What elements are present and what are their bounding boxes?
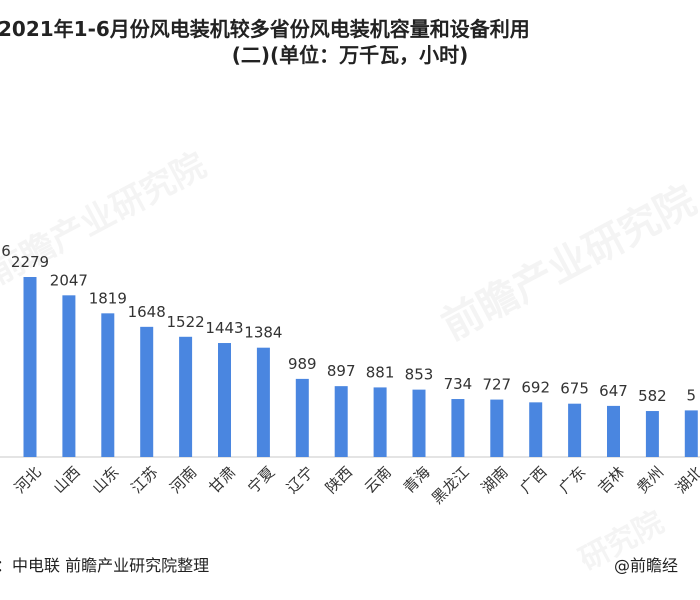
category-label-黑龙江: 黑龙江 (428, 463, 473, 508)
value-label-湖北: 5 (687, 386, 697, 404)
bar-陕西 (334, 386, 348, 457)
value-label-河北: 2279 (11, 253, 49, 271)
value-label-广东: 675 (560, 380, 589, 398)
partial-value-label: 6 (1, 242, 11, 260)
bar-黑龙江 (451, 399, 465, 457)
bar-吉林 (607, 405, 620, 457)
category-label-河北: 河北 (11, 463, 45, 497)
value-label-甘肃: 1443 (205, 319, 243, 337)
value-label-青海: 853 (405, 366, 434, 384)
category-label-宁夏: 宁夏 (244, 463, 278, 497)
bar-广西 (529, 402, 543, 457)
value-label-陕西: 897 (327, 362, 356, 380)
chart-title-line2: (二)(单位：万千瓦，小时) (231, 43, 469, 67)
value-label-湖南: 727 (482, 376, 511, 394)
bar-山东 (101, 313, 115, 457)
category-label-广东: 广东 (555, 463, 589, 497)
category-label-湖北: 湖北 (672, 463, 700, 497)
category-label-青海: 青海 (400, 463, 434, 497)
bar-云南 (373, 387, 387, 457)
value-label-吉林: 647 (599, 382, 628, 400)
category-label-甘肃: 甘肃 (205, 463, 239, 497)
bar-辽宁 (295, 378, 309, 457)
category-label-河南: 河南 (166, 463, 200, 497)
bar-江苏 (140, 326, 154, 457)
value-label-广西: 692 (521, 378, 550, 396)
category-label-吉林: 吉林 (594, 463, 628, 497)
bar-山西 (62, 295, 76, 457)
category-label-辽宁: 辽宁 (283, 463, 317, 497)
bar-广东 (568, 403, 582, 457)
category-label-湖南: 湖南 (478, 463, 512, 497)
value-label-山西: 2047 (50, 271, 88, 289)
category-label-山东: 山东 (89, 463, 123, 497)
bar-青海 (412, 389, 426, 457)
category-label-广西: 广西 (516, 463, 550, 497)
bar-贵州 (645, 411, 659, 457)
bar-河北 (23, 277, 37, 457)
category-label-陕西: 陕西 (322, 463, 356, 497)
brand-label: @前瞻经 (614, 556, 679, 575)
value-label-云南: 881 (366, 363, 395, 381)
bar-宁夏 (256, 347, 270, 457)
bar-甘肃 (218, 343, 231, 457)
value-label-贵州: 582 (638, 387, 667, 405)
value-label-江苏: 1648 (128, 303, 166, 321)
value-label-辽宁: 989 (288, 355, 317, 373)
value-label-河南: 1522 (167, 313, 205, 331)
value-label-山东: 1819 (89, 289, 127, 307)
bar-河南 (179, 336, 193, 457)
chart-title-line1: ：2021年1-6月份风电装机较多省份风电装机容量和设备利用 (0, 17, 530, 41)
category-label-云南: 云南 (361, 463, 395, 497)
bar-湖南 (490, 399, 504, 457)
source-note: ：中电联 前瞻产业研究院整理 (0, 556, 210, 575)
category-label-江苏: 江苏 (127, 463, 161, 497)
value-label-黑龙江: 734 (444, 375, 473, 393)
value-label-宁夏: 1384 (244, 324, 282, 342)
bar-湖北 (684, 410, 698, 457)
category-label-山西: 山西 (50, 463, 84, 497)
category-label-贵州: 贵州 (633, 463, 667, 497)
